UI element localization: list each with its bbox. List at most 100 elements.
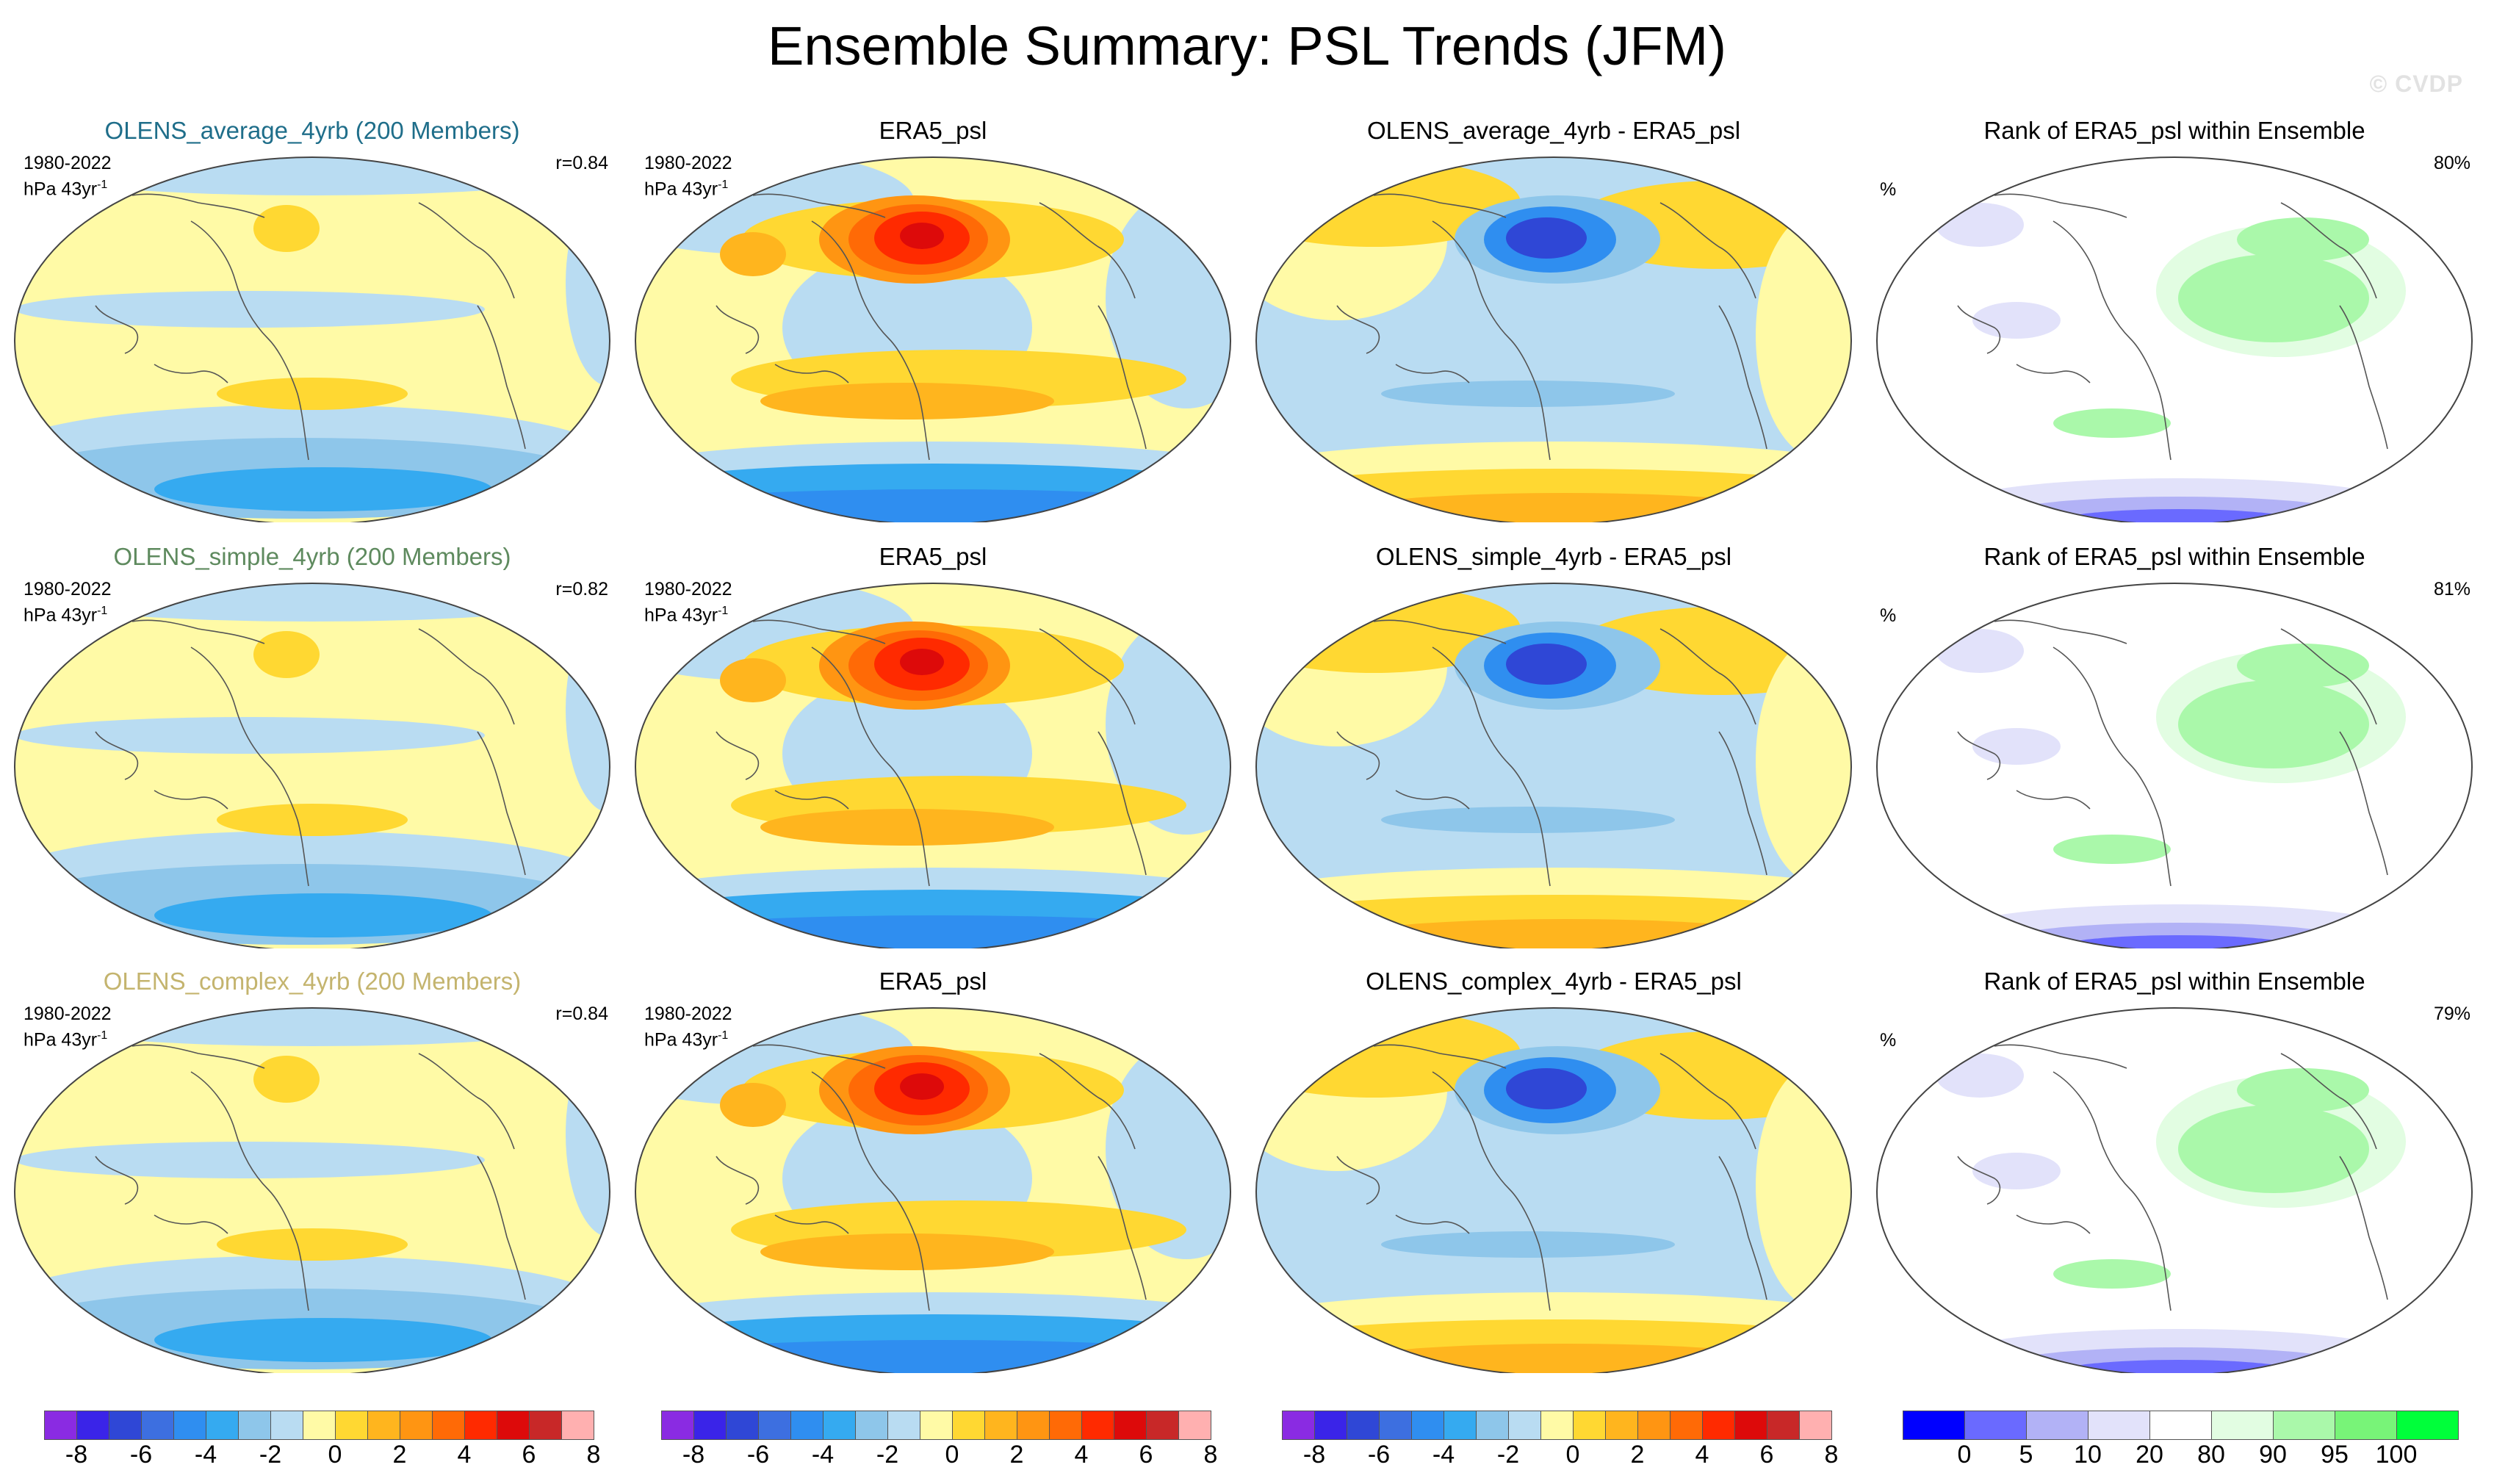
indian-rank-pale <box>1972 302 2061 339</box>
trend-colorbar-1-swatch <box>432 1411 465 1440</box>
pattern-correlation: r=0.84 <box>555 1004 608 1024</box>
diff-map-field <box>1256 1008 1851 1373</box>
units-exponent: -1 <box>97 1029 108 1042</box>
coastline-6 <box>477 1156 526 1300</box>
units-base: hPa 43yr <box>644 605 718 626</box>
indian-rank-pale <box>1972 728 2061 765</box>
trend-colorbar-1-swatch <box>238 1411 271 1440</box>
trend-colorbar-3-swatch <box>1314 1411 1347 1440</box>
south-pacific-negative <box>1381 1231 1675 1258</box>
trend-colorbar-1-swatch <box>529 1411 562 1440</box>
trend-colorbar-2-swatch <box>920 1411 953 1440</box>
units-label: hPa 43yr-1 <box>24 600 112 626</box>
coastline-4 <box>1957 1156 2001 1205</box>
north-pacific-max <box>900 649 944 675</box>
trend-colorbar-1-ticks: -8 -6 -4 -2 0 2 4 6 8 <box>44 1436 676 1473</box>
map-background <box>1877 157 2472 522</box>
southern-ocean-deep <box>635 915 1230 948</box>
rank-colorbar-swatch <box>2088 1411 2150 1440</box>
trend-colorbar-2-swatch <box>984 1411 1017 1440</box>
panel-row3-obs: ERA5_psl 1980-2022 hPa 43yr-1 <box>628 967 1238 1378</box>
obs-map-field <box>635 157 1230 522</box>
rank-percent: 80% <box>2433 153 2470 173</box>
coastline-1 <box>1432 646 1551 887</box>
pacific-negative-core <box>1506 644 1587 685</box>
period-label: 1980-2022 <box>644 153 732 173</box>
period-label: 1980-2022 <box>644 1004 732 1024</box>
trend-colorbar-2-tick-label: 4 <box>1074 1441 1089 1469</box>
trend-colorbar-2-ticks: -8 -6 -4 -2 0 2 4 6 8 <box>661 1436 1293 1473</box>
atlantic-positive <box>1756 210 1851 460</box>
units-exponent: -1 <box>718 179 729 191</box>
south-pacific-negative <box>1381 381 1675 407</box>
trend-colorbar-1-tick-label: -8 <box>65 1441 88 1469</box>
ens-map-field <box>15 1008 610 1373</box>
trend-colorbar-2-tick-label: 6 <box>1139 1441 1153 1469</box>
trend-colorbar-3-swatch <box>1605 1411 1638 1440</box>
trend-colorbar-2-swatch <box>661 1411 694 1440</box>
rank-colorbar-swatch <box>2273 1411 2335 1440</box>
tropical-negative-band <box>15 291 485 328</box>
coastline-6 <box>1098 305 1147 450</box>
panel-row3-ens: OLENS_complex_4yrb (200 Members) 1980-202… <box>7 967 617 1378</box>
north-pacific-positive <box>253 1056 320 1103</box>
asia-rank-pale <box>1936 1053 2024 1098</box>
globe-outline <box>1255 1007 1853 1373</box>
coastline-1 <box>190 1071 309 1311</box>
pacific-rank-green <box>2178 254 2369 342</box>
trend-colorbar-2-tick-label: -6 <box>746 1441 770 1469</box>
coastline-4 <box>1336 731 1380 780</box>
trend-colorbar-1-tick-label: -2 <box>259 1441 282 1469</box>
coastline-6 <box>477 305 526 450</box>
trend-colorbar-2-tick-label: 0 <box>945 1441 959 1469</box>
coastline-2 <box>1994 1044 2127 1069</box>
panel-row1-rank: Rank of ERA5_psl within Ensemble% 80% <box>1870 116 2479 527</box>
trend-colorbar-3-tick-label: -6 <box>1367 1441 1391 1469</box>
coastline-6 <box>1718 305 1767 450</box>
globe-outline <box>13 1007 611 1373</box>
coastline-1 <box>2052 646 2172 887</box>
coastline-4 <box>95 1156 139 1205</box>
units-label: hPa 43yr-1 <box>644 174 732 200</box>
pattern-correlation: r=0.84 <box>555 153 608 173</box>
obs-map-field <box>635 583 1230 948</box>
panel-title: OLENS_complex_4yrb (200 Members) <box>103 968 522 995</box>
coastline-3 <box>1039 628 1136 725</box>
south-pacific-positive <box>217 804 408 836</box>
rank-map <box>1875 156 2473 522</box>
trend-colorbar-2-swatch <box>1049 1411 1082 1440</box>
panel-row3-diff: OLENS_complex_4yrb - ERA5_psl <box>1249 967 1859 1378</box>
trend-colorbar-1-swatch <box>464 1411 497 1440</box>
panel-title: OLENS_average_4yrb - ERA5_psl <box>1366 117 1741 144</box>
trend-colorbar-2-tick-label: -4 <box>811 1441 835 1469</box>
north-pacific-rank-green <box>2237 217 2369 262</box>
trend-colorbar-2-swatch <box>1081 1411 1114 1440</box>
trend-colorbar-3-swatch <box>1508 1411 1541 1440</box>
period-units-label: 1980-2022 hPa 43yr-1 <box>24 579 112 626</box>
coastline-5 <box>774 364 849 383</box>
coastline-2 <box>1373 619 1507 644</box>
ens-map <box>13 583 611 948</box>
asia-rank-pale <box>1936 629 2024 673</box>
period-units-label: 1980-2022 hPa 43yr-1 <box>644 1004 732 1051</box>
panel-title: ERA5_psl <box>879 543 987 570</box>
trend-colorbar-2-swatch <box>790 1411 823 1440</box>
rank-colorbar-swatch <box>2026 1411 2088 1440</box>
diff-map <box>1255 583 1853 948</box>
coastline-2 <box>1373 193 1507 218</box>
south-pacific-positive <box>217 1228 408 1261</box>
obs-map <box>634 583 1232 948</box>
pacific-negative-core <box>1506 217 1587 259</box>
trend-colorbar-2-swatch <box>887 1411 920 1440</box>
trend-colorbar-1-swatch <box>141 1411 174 1440</box>
ens-map <box>13 156 611 522</box>
obs-map-field <box>635 1008 1230 1373</box>
trend-colorbar-2-swatch <box>758 1411 791 1440</box>
trend-colorbar-3-swatch <box>1670 1411 1703 1440</box>
rank-colorbar-swatch <box>2211 1411 2274 1440</box>
coastline-6 <box>2339 731 2388 876</box>
coastline-5 <box>154 1214 228 1234</box>
units-exponent: -1 <box>718 605 729 617</box>
subtropical-positive-core <box>760 809 1054 846</box>
rank-units: % <box>1880 179 1897 200</box>
